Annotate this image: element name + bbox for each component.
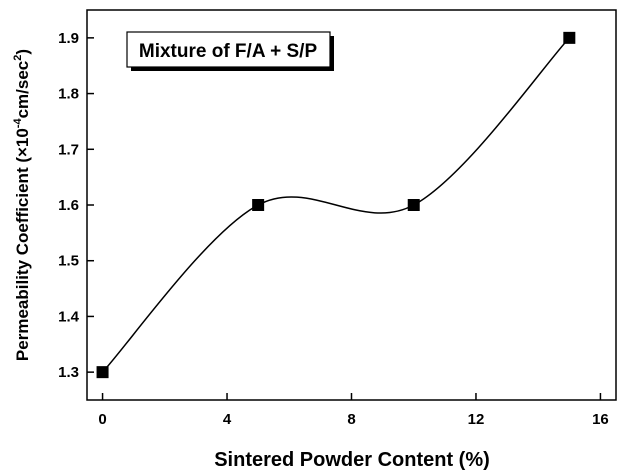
x-axis-label: Sintered Powder Content (%) — [214, 449, 490, 471]
y-label-part: ) — [13, 49, 32, 55]
annotation-box — [126, 31, 331, 68]
x-tick-label: 0 — [98, 411, 106, 428]
y-tick-label: 1.7 — [58, 141, 79, 158]
y-label-sup: -4 — [12, 118, 24, 129]
x-tick-label: 12 — [468, 411, 485, 428]
y-tick-label: 1.8 — [58, 86, 79, 103]
y-label-part: cm/sec — [13, 61, 32, 119]
x-tick-label: 4 — [223, 411, 232, 428]
marker — [563, 31, 576, 44]
x-tick-label: 16 — [592, 411, 609, 428]
y-label-part: Permeability Coefficient (×10 — [13, 128, 32, 361]
y-axis-label: Permeability Coefficient (×10-4cm/sec2) — [12, 49, 32, 361]
annotation: Mixture of F/A + S/P — [139, 41, 318, 62]
line — [102, 37, 570, 373]
marker — [96, 366, 109, 379]
y-tick-label: 1.5 — [58, 253, 79, 270]
y-tick-label: 1.6 — [58, 197, 79, 214]
y-tick-label: 1.3 — [58, 364, 79, 381]
marker — [407, 199, 420, 211]
y-tick-label: 1.9 — [58, 30, 79, 47]
y-label-sup: 2 — [12, 55, 24, 61]
y-tick-label: 1.4 — [58, 308, 80, 325]
x-tick-label: 8 — [347, 411, 355, 428]
marker — [252, 199, 265, 211]
